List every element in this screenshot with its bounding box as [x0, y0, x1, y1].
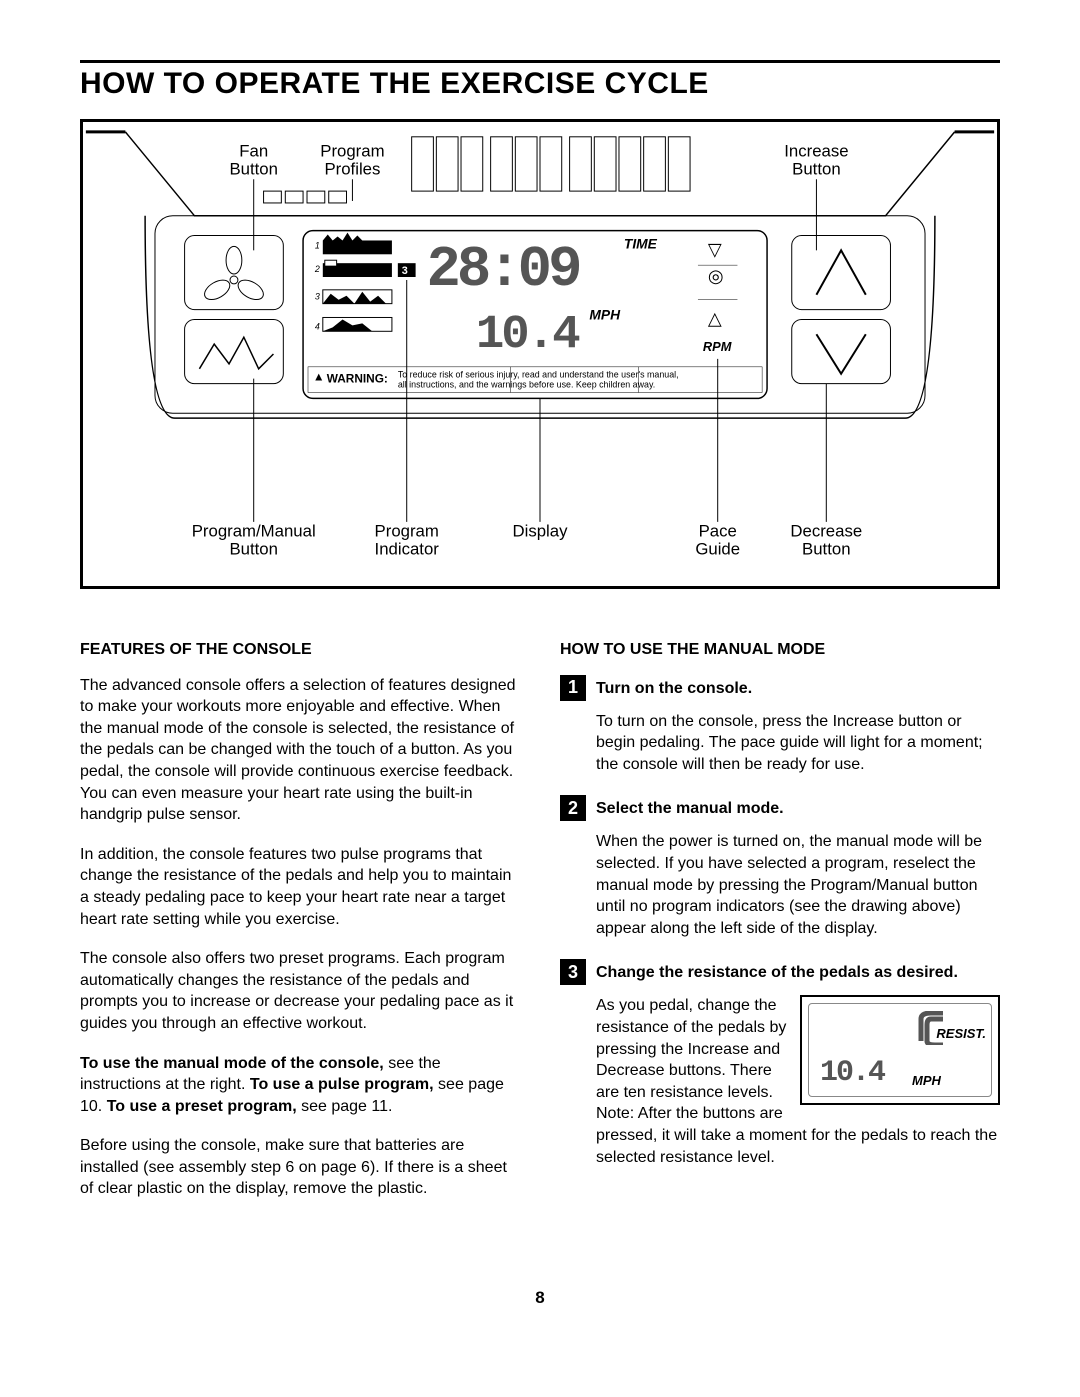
label-program-indicator: ProgramIndicator: [375, 522, 440, 559]
label-display: Display: [513, 522, 569, 541]
label-program-manual: Program/ManualButton: [192, 522, 316, 559]
label-pace-guide: PaceGuide: [695, 522, 740, 559]
resist-inset: RESIST. 10.4 MPH: [800, 995, 1000, 1105]
rpm-label: RPM: [703, 339, 732, 354]
display-time: 28:09: [426, 238, 579, 303]
manual-mode-heading: HOW TO USE THE MANUAL MODE: [560, 639, 1000, 661]
console-svg: FanButton ProgramProfiles IncreaseButton: [83, 122, 997, 586]
svg-text:WARNING:: WARNING:: [327, 372, 388, 386]
right-column: HOW TO USE THE MANUAL MODE 1 Turn on the…: [560, 639, 1000, 1218]
body-columns: FEATURES OF THE CONSOLE The advanced con…: [80, 639, 1000, 1218]
page-title: HOW TO OPERATE THE EXERCISE CYCLE: [80, 67, 1000, 101]
svg-text:1: 1: [315, 240, 320, 250]
features-p4: To use the manual mode of the console, s…: [80, 1053, 520, 1118]
step-2-num: 2: [560, 795, 586, 821]
step-2-body: When the power is turned on, the manual …: [596, 831, 1000, 939]
step-2-title: Select the manual mode.: [596, 795, 784, 820]
svg-text:◎: ◎: [708, 266, 724, 286]
resist-label: RESIST.: [936, 1025, 986, 1043]
inset-mph: MPH: [912, 1072, 941, 1090]
page-number: 8: [80, 1288, 1000, 1308]
console-diagram: FanButton ProgramProfiles IncreaseButton: [80, 119, 1000, 589]
display-secondary: 10.4: [476, 309, 580, 362]
step-1-title: Turn on the console.: [596, 675, 752, 700]
program-manual-button: [185, 319, 284, 383]
inset-value: 10.4: [820, 1053, 884, 1094]
features-heading: FEATURES OF THE CONSOLE: [80, 639, 520, 661]
step-1-header: 1 Turn on the console.: [560, 675, 1000, 701]
svg-text:To reduce risk of serious inju: To reduce risk of serious injury, read a…: [398, 370, 679, 380]
label-fan-button: FanButton: [229, 142, 277, 179]
program-profile-rows: 1 2 3 4: [314, 233, 392, 332]
warning-bar: ▲ WARNING: To reduce risk of serious inj…: [308, 367, 762, 393]
svg-text:4: 4: [315, 321, 320, 331]
step-1-num: 1: [560, 675, 586, 701]
left-column: FEATURES OF THE CONSOLE The advanced con…: [80, 639, 520, 1218]
svg-text:▽: ▽: [708, 239, 722, 259]
increase-button: [792, 236, 891, 310]
fan-button: [185, 236, 284, 310]
features-p1: The advanced console offers a selection …: [80, 675, 520, 826]
svg-text:3: 3: [315, 292, 320, 302]
label-increase-button: IncreaseButton: [784, 142, 848, 179]
label-program-profiles: ProgramProfiles: [320, 142, 384, 179]
features-p5: Before using the console, make sure that…: [80, 1135, 520, 1200]
step-3-num: 3: [560, 959, 586, 985]
step-1-body: To turn on the console, press the Increa…: [596, 711, 1000, 776]
top-rule: [80, 60, 1000, 63]
decrease-button: [792, 319, 891, 383]
program-indicator-num: 3: [402, 265, 408, 277]
time-label: TIME: [624, 235, 658, 251]
features-p2: In addition, the console features two pu…: [80, 844, 520, 930]
svg-text:2: 2: [314, 264, 320, 274]
mph-label: MPH: [589, 306, 621, 322]
svg-text:△: △: [708, 308, 722, 328]
svg-text:▲: ▲: [313, 370, 325, 384]
step-2-header: 2 Select the manual mode.: [560, 795, 1000, 821]
step-3-body: RESIST. 10.4 MPH As you pedal, change th…: [596, 995, 1000, 1168]
pace-guide-column: ▽ ◎ △: [698, 239, 737, 328]
svg-text:all instructions, and the warn: all instructions, and the warnings befor…: [398, 380, 655, 390]
step-3-title: Change the resistance of the pedals as d…: [596, 959, 958, 984]
features-p3: The console also offers two preset progr…: [80, 948, 520, 1034]
step-3-header: 3 Change the resistance of the pedals as…: [560, 959, 1000, 985]
label-decrease-button: DecreaseButton: [790, 522, 862, 559]
